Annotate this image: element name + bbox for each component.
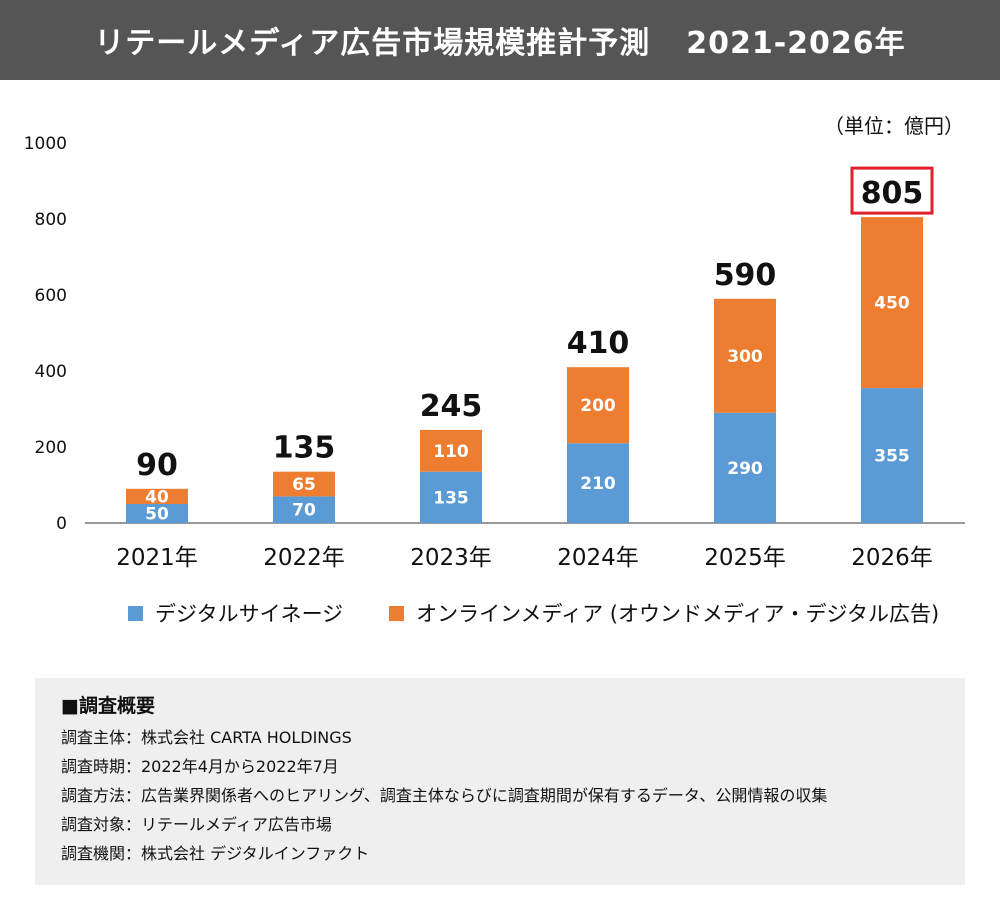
bar-value-label: 40 [145,487,169,507]
bar-value-label: 300 [727,347,763,367]
bar-value-label: 135 [433,488,469,508]
legend-label: オンラインメディア (オウンドメディア・デジタル広告) [416,602,940,626]
bar-total-label: 135 [273,431,336,466]
bar-segment-signage [567,443,629,523]
bar-value-label: 450 [874,294,910,314]
bar-total-label: 805 [861,176,924,211]
survey-heading: ■調査概要 [61,695,155,717]
chart-title: リテールメディア広告市場規模推計予測 [94,26,651,61]
legend: デジタルサイネージ オンラインメディア (オウンドメディア・デジタル広告) [128,598,985,628]
survey-line: 調査時期：2022年4月から2022年7月 [61,757,339,776]
title-bar: リテールメディア広告市場規模推計予測 2021-2026年 [0,0,1000,80]
bar-value-label: 70 [292,501,316,521]
chart-years: 2021-2026年 [686,26,906,61]
x-tick-label: 2022年 [263,545,345,571]
bar-segment-online [273,471,335,497]
survey-overview: ■調査概要 調査主体：株式会社 CARTA HOLDINGS 調査時期：2022… [35,678,965,885]
bar-segment-signage [420,471,482,523]
x-tick-label: 2024年 [557,545,639,571]
x-tick-label: 2025年 [704,545,786,571]
survey-line: 調査対象：リテールメディア広告市場 [61,815,332,834]
bar-total-label: 590 [714,258,777,293]
survey-line: 調査方法：広告業界関係者へのヒアリング、調査主体ならびに調査期間が保有するデータ… [61,786,828,805]
y-tick-label: 1000 [24,134,67,154]
y-tick-label: 0 [56,514,67,534]
bar-segment-online [126,488,188,504]
bar-segment-online [714,298,776,413]
bar-segment-signage [273,496,335,523]
legend-item-online: オンラインメディア (オウンドメディア・デジタル広告) [389,598,939,628]
bar-value-label: 290 [727,459,763,479]
legend-label: デジタルサイネージ [155,602,344,626]
bar-value-label: 65 [292,475,316,495]
survey-line: 調査機関：株式会社 デジタルインファクト [61,844,370,863]
x-tick-label: 2026年 [851,545,933,571]
bar-value-label: 110 [433,442,469,462]
bar-value-label: 200 [580,396,616,416]
unit-label: （単位：億円） [824,114,964,138]
y-tick-label: 400 [35,362,67,382]
bar-total-label: 245 [420,389,483,424]
bar-value-label: 50 [145,505,169,525]
legend-swatch-orange [389,605,405,621]
x-tick-label: 2023年 [410,545,492,571]
bar-segment-online [861,217,923,389]
survey-line: 調査主体：株式会社 CARTA HOLDINGS [61,728,352,747]
y-tick-label: 800 [35,210,67,230]
bar-segment-online [567,367,629,444]
legend-swatch-blue [128,605,143,621]
bar-segment-online [420,429,482,472]
bar-segment-signage [126,504,188,523]
bar-value-label: 355 [874,447,910,467]
bar-total-label: 90 [136,448,178,483]
legend-item-signage: デジタルサイネージ [128,598,343,628]
bar-value-label: 210 [580,474,616,494]
y-tick-label: 200 [35,438,67,458]
bar-segment-signage [714,412,776,523]
x-tick-label: 2021年 [116,545,198,571]
y-tick-label: 600 [35,286,67,306]
bar-segment-signage [861,388,923,523]
highlight-box [850,166,934,215]
bar-total-label: 410 [567,326,630,361]
